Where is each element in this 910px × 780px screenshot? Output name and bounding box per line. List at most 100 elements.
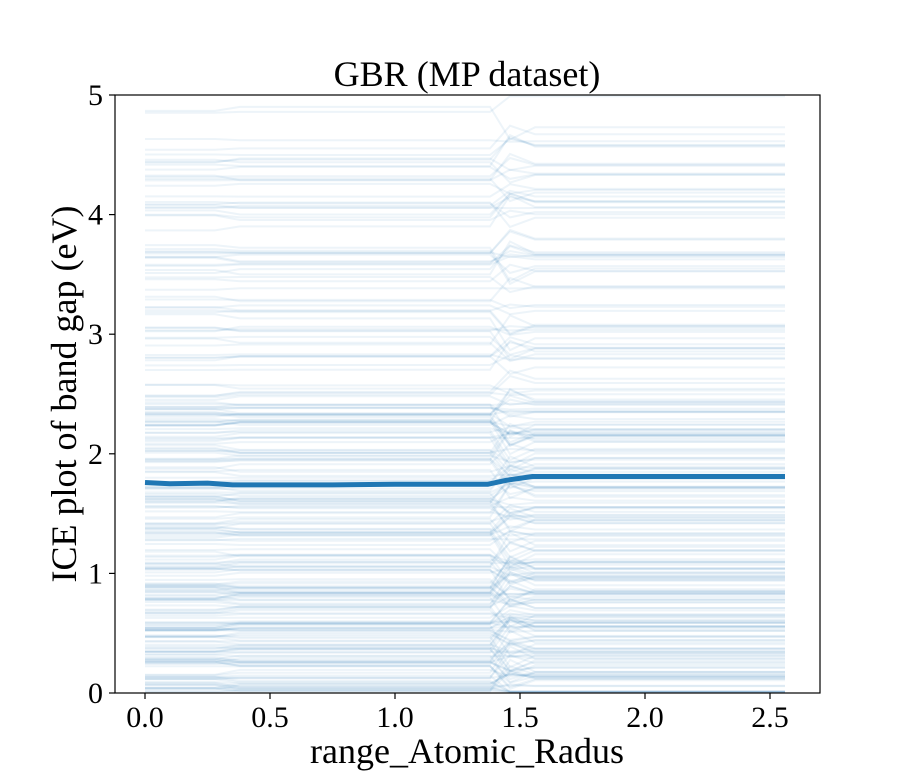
ice-line: [145, 540, 785, 569]
ice-line: [145, 592, 785, 600]
ice-line: [145, 419, 785, 446]
ice-line: [145, 621, 785, 629]
ice-line: [145, 249, 785, 264]
ice-line: [145, 328, 785, 332]
ice-line: [145, 436, 785, 443]
ice-line: [145, 504, 785, 521]
ice-line: [145, 196, 785, 209]
ice-line: [145, 430, 785, 445]
ice-line: [145, 156, 785, 178]
ice-line: [145, 476, 785, 486]
ice-line: [145, 537, 785, 542]
ice-line: [145, 560, 785, 596]
ice-line: [145, 660, 785, 690]
ice-line: [145, 582, 785, 604]
ice-line: [145, 674, 785, 693]
x-axis-ticks: 0.0 0.5 1.0 1.5 2.0 2.5: [126, 693, 789, 734]
ice-line: [145, 245, 785, 274]
ice-line: [145, 133, 785, 167]
ice-line: [145, 495, 785, 514]
ice-line: [145, 657, 785, 673]
ice-line: [145, 565, 785, 592]
ice-line: [145, 495, 785, 533]
ice-line: [145, 646, 785, 659]
y-tick-label: 0: [88, 677, 103, 710]
ice-line: [145, 369, 785, 397]
ice-line: [145, 309, 785, 336]
ice-line: [145, 482, 785, 520]
ice-line: [145, 554, 785, 590]
chart-title: GBR (MP dataset): [334, 54, 601, 94]
ice-line: [145, 383, 785, 395]
ice-line: [145, 668, 785, 678]
ice-line: [145, 168, 785, 182]
ice-line: [145, 681, 785, 693]
ice-line: [145, 633, 785, 645]
ice-line: [145, 567, 785, 583]
ice-line: [145, 152, 785, 182]
ice-line: [145, 244, 785, 266]
ice-line: [145, 314, 785, 347]
ice-line: [145, 303, 785, 314]
ice-line: [145, 658, 785, 693]
ice-line: [145, 579, 785, 614]
ice-line: [145, 192, 785, 219]
ice-line: [145, 475, 785, 505]
ice-line: [145, 406, 785, 416]
ice-line: [145, 429, 785, 464]
ice-line: [145, 482, 785, 497]
y-tick-label: 4: [88, 199, 103, 232]
ice-line: [145, 529, 785, 546]
ice-line: [145, 615, 785, 647]
ice-line: [145, 105, 785, 141]
ice-line: [145, 642, 785, 664]
ice-line: [145, 620, 785, 624]
ice-line: [145, 617, 785, 629]
ice-line: [145, 665, 785, 684]
ice-line: [145, 182, 785, 195]
ice-line: [145, 194, 785, 232]
ice-line: [145, 516, 785, 534]
ice-line: [145, 672, 785, 689]
ice-line: [145, 598, 785, 628]
ice-line: [145, 339, 785, 371]
ice-line: [145, 355, 785, 376]
ice-line: [145, 498, 785, 530]
ice-line: [145, 587, 785, 601]
ice-line: [145, 192, 785, 216]
ice-line: [145, 326, 785, 361]
ice-line: [145, 446, 785, 454]
x-axis-label: range_Atomic_Radus: [310, 731, 624, 771]
ice-line: [145, 477, 785, 504]
ice-line: [145, 298, 785, 310]
ice-line: [145, 384, 785, 391]
ice-line: [145, 240, 785, 276]
ice-line: [145, 585, 785, 605]
ice-line: [145, 335, 785, 356]
ice-line: [145, 511, 785, 539]
ice-line: [145, 248, 785, 286]
ice-line: [145, 565, 785, 577]
ice-line: [145, 496, 785, 509]
ice-line: [145, 387, 785, 427]
ice-line: [145, 413, 785, 447]
ice-line: [145, 578, 785, 601]
ice-line: [145, 629, 785, 665]
ice-line: [145, 514, 785, 525]
ice-line: [145, 304, 785, 316]
ice-line: [145, 530, 785, 542]
x-tick-label: 0.5: [251, 701, 289, 734]
x-tick-label: 1.5: [501, 701, 539, 734]
ice-line: [145, 554, 785, 567]
ice-line: [145, 457, 785, 477]
ice-line: [145, 676, 785, 693]
ice-line: [145, 388, 785, 417]
ice-line: [145, 137, 785, 156]
ice-line: [145, 686, 785, 693]
ice-line: [145, 497, 785, 506]
ice-line: [145, 554, 785, 563]
ice-line: [145, 627, 785, 633]
ice-line: [145, 158, 785, 184]
ice-line: [145, 244, 785, 283]
